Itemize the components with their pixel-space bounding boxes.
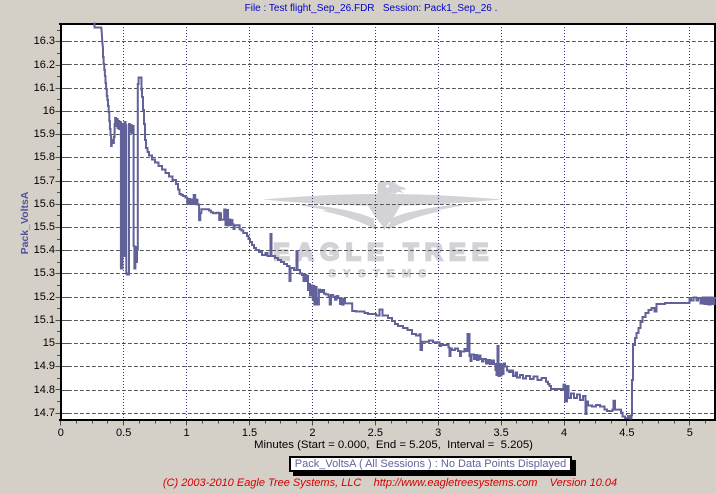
svg-text:EAGLE TREE: EAGLE TREE <box>273 239 495 266</box>
